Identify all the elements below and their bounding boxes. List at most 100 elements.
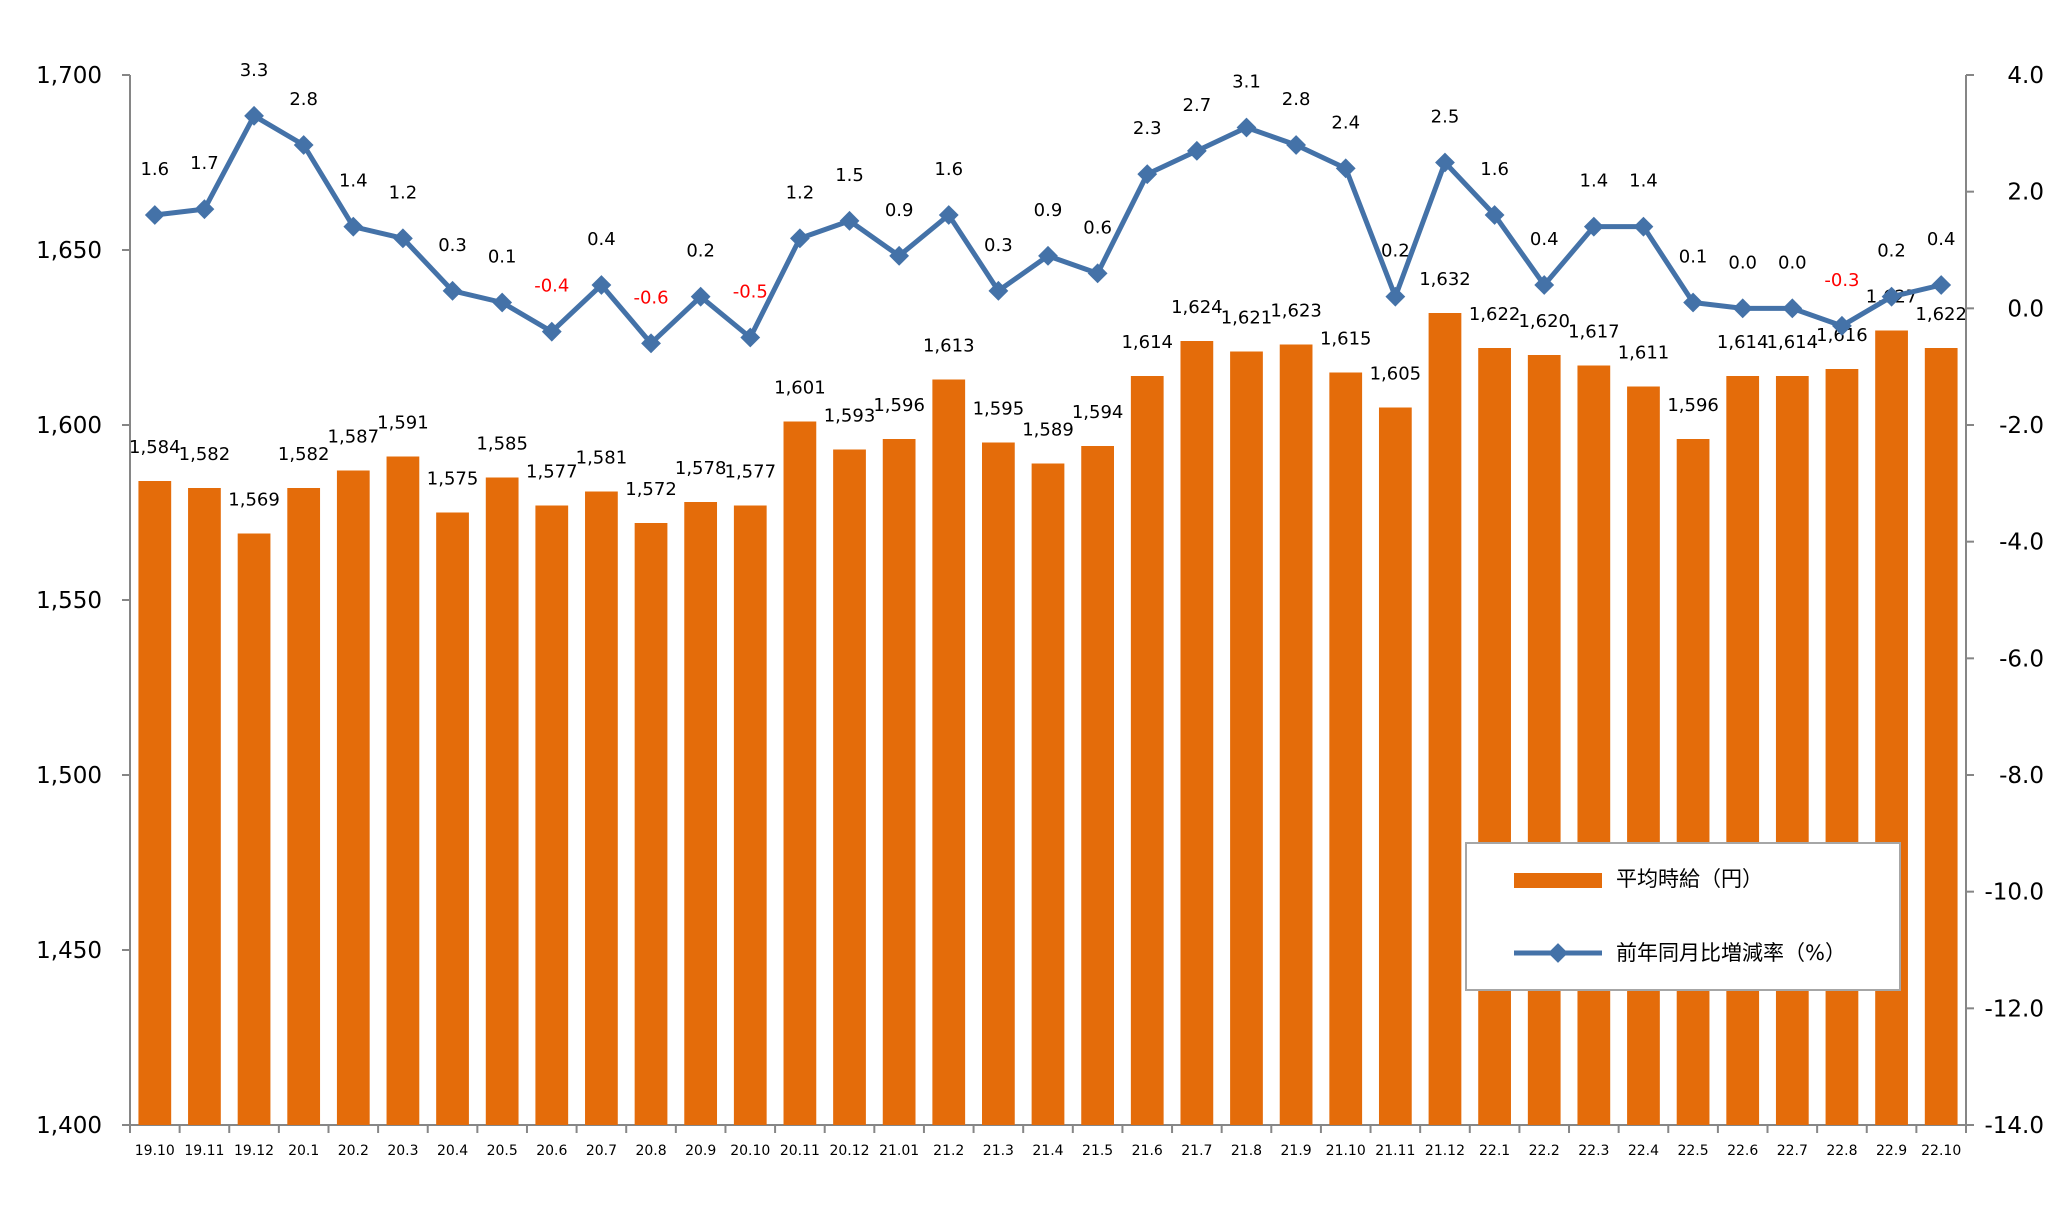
- bar-data-label: 1,582: [179, 444, 231, 465]
- bar: [188, 488, 221, 1125]
- x-axis-tick-label: 22.4: [1628, 1143, 1659, 1159]
- line-point: [343, 216, 364, 237]
- bar: [833, 449, 866, 1125]
- line-data-label: 1.4: [1580, 171, 1609, 192]
- line-point: [144, 205, 165, 225]
- bar-series: [138, 313, 1958, 1125]
- x-axis-tick-label: 20.4: [437, 1143, 468, 1159]
- line-data-label: 1.6: [140, 159, 169, 180]
- bar: [386, 456, 420, 1125]
- x-axis-tick-label: 21.12: [1425, 1143, 1465, 1159]
- left-axis-tick-label: 1,600: [36, 413, 102, 439]
- line-point: [641, 333, 661, 354]
- bar-data-label: 1,593: [824, 406, 876, 427]
- bar-data-label: 1,614: [1121, 332, 1173, 353]
- line-point: [1732, 298, 1753, 319]
- x-axis-tick-label: 22.5: [1677, 1143, 1708, 1159]
- line-point: [988, 280, 1009, 301]
- x-axis-tick-label: 21.01: [879, 1143, 919, 1159]
- legend-bar-label: 平均時給（円）: [1616, 867, 1763, 891]
- x-axis-tick-label: 20.1: [288, 1143, 319, 1159]
- x-axis-tick-label: 20.10: [730, 1143, 770, 1159]
- line-point: [1931, 275, 1952, 295]
- x-axis-tick-label: 19.11: [184, 1143, 224, 1159]
- bar-data-label: 1,575: [427, 469, 479, 490]
- bar-data-label: 1,585: [476, 434, 528, 455]
- x-axis-tick-label: 21.3: [983, 1143, 1014, 1159]
- bar-data-label: 1,577: [526, 462, 578, 483]
- bar: [485, 477, 519, 1125]
- bar-data-label: 1,614: [1717, 332, 1769, 353]
- bar: [1130, 376, 1164, 1125]
- bar: [684, 502, 718, 1125]
- x-axis-tick-label: 20.12: [829, 1143, 869, 1159]
- x-axis-tick-label: 20.9: [685, 1143, 716, 1159]
- bar-data-label: 1,578: [675, 458, 727, 479]
- bar: [436, 512, 469, 1125]
- bar-data-label: 1,595: [973, 399, 1025, 420]
- right-axis-tick-label: -4.0: [1999, 530, 2044, 556]
- line-data-label: 0.4: [1927, 229, 1956, 250]
- right-axis-tick-label: -8.0: [1999, 763, 2044, 789]
- x-axis-tick-label: 21.9: [1281, 1143, 1312, 1159]
- bar: [1378, 407, 1412, 1125]
- line-data-label: 1.5: [835, 165, 864, 186]
- line-data-label: 2.7: [1183, 95, 1212, 116]
- bar-data-label: 1,587: [328, 427, 380, 448]
- line-point: [442, 280, 463, 301]
- legend-bar-swatch: [1514, 873, 1602, 888]
- x-axis-tick-label: 22.3: [1578, 1143, 1609, 1159]
- bar: [535, 505, 569, 1125]
- bar-data-label: 1,624: [1171, 297, 1223, 318]
- line-point: [1385, 286, 1406, 307]
- line-data-label: 1.4: [339, 171, 368, 192]
- line-point: [1137, 164, 1158, 185]
- bar-data-label: 1,594: [1072, 402, 1124, 423]
- x-axis-tick-label: 21.7: [1181, 1143, 1212, 1159]
- bar: [982, 442, 1015, 1125]
- line-point: [1484, 205, 1505, 225]
- left-axis-tick-label: 1,700: [36, 63, 102, 89]
- right-axis-tick-label: -2.0: [1999, 413, 2044, 439]
- axes: 1,400 1,450 1,500 1,550 1,600 1,650 1,700 -14.0…: [36, 63, 2044, 1159]
- bar: [932, 379, 966, 1125]
- line-series: [144, 105, 1952, 354]
- bar: [1180, 341, 1214, 1125]
- line-data-label: 2.8: [289, 89, 318, 110]
- line-point: [1881, 286, 1902, 307]
- bar-data-label: 1,617: [1568, 322, 1620, 343]
- bar-data-label: 1,584: [129, 437, 181, 458]
- line-point: [789, 228, 810, 249]
- bar: [1726, 376, 1760, 1125]
- line-point: [690, 286, 711, 307]
- line-data-label: 0.1: [488, 247, 517, 268]
- x-axis-tick-label: 21.11: [1375, 1143, 1415, 1159]
- bar: [287, 488, 321, 1125]
- line-data-label: 3.3: [240, 60, 269, 81]
- bar: [1775, 376, 1809, 1125]
- line-point: [1038, 245, 1058, 266]
- line-data-label: 0.3: [438, 235, 467, 256]
- line-data-label: 0.4: [1530, 229, 1559, 250]
- bar-data-label: 1,622: [1469, 304, 1521, 325]
- line-data-label: 1.4: [1629, 171, 1658, 192]
- bar-data-labels: 1,5841,5821,5691,5821,5871,5911,5751,585…: [129, 269, 1967, 511]
- line-point: [740, 327, 761, 348]
- bar: [634, 523, 668, 1125]
- x-axis-tick-label: 20.8: [635, 1143, 666, 1159]
- left-axis-tick-label: 1,500: [36, 763, 102, 789]
- line-point: [1583, 216, 1604, 237]
- legend-line-marker: [1548, 943, 1568, 963]
- bar: [1924, 348, 1958, 1125]
- x-axis-tick-label: 22.9: [1876, 1143, 1907, 1159]
- legend-box: [1465, 842, 1901, 991]
- line-data-label: 1.2: [389, 182, 418, 203]
- line-point: [1633, 216, 1654, 237]
- bar: [733, 505, 767, 1125]
- bar: [1527, 355, 1561, 1125]
- line-data-label: -0.6: [633, 287, 668, 308]
- bar-data-label: 1,611: [1618, 343, 1670, 364]
- bar-data-label: 1,632: [1419, 269, 1471, 290]
- line-data-label: -0.4: [534, 276, 569, 297]
